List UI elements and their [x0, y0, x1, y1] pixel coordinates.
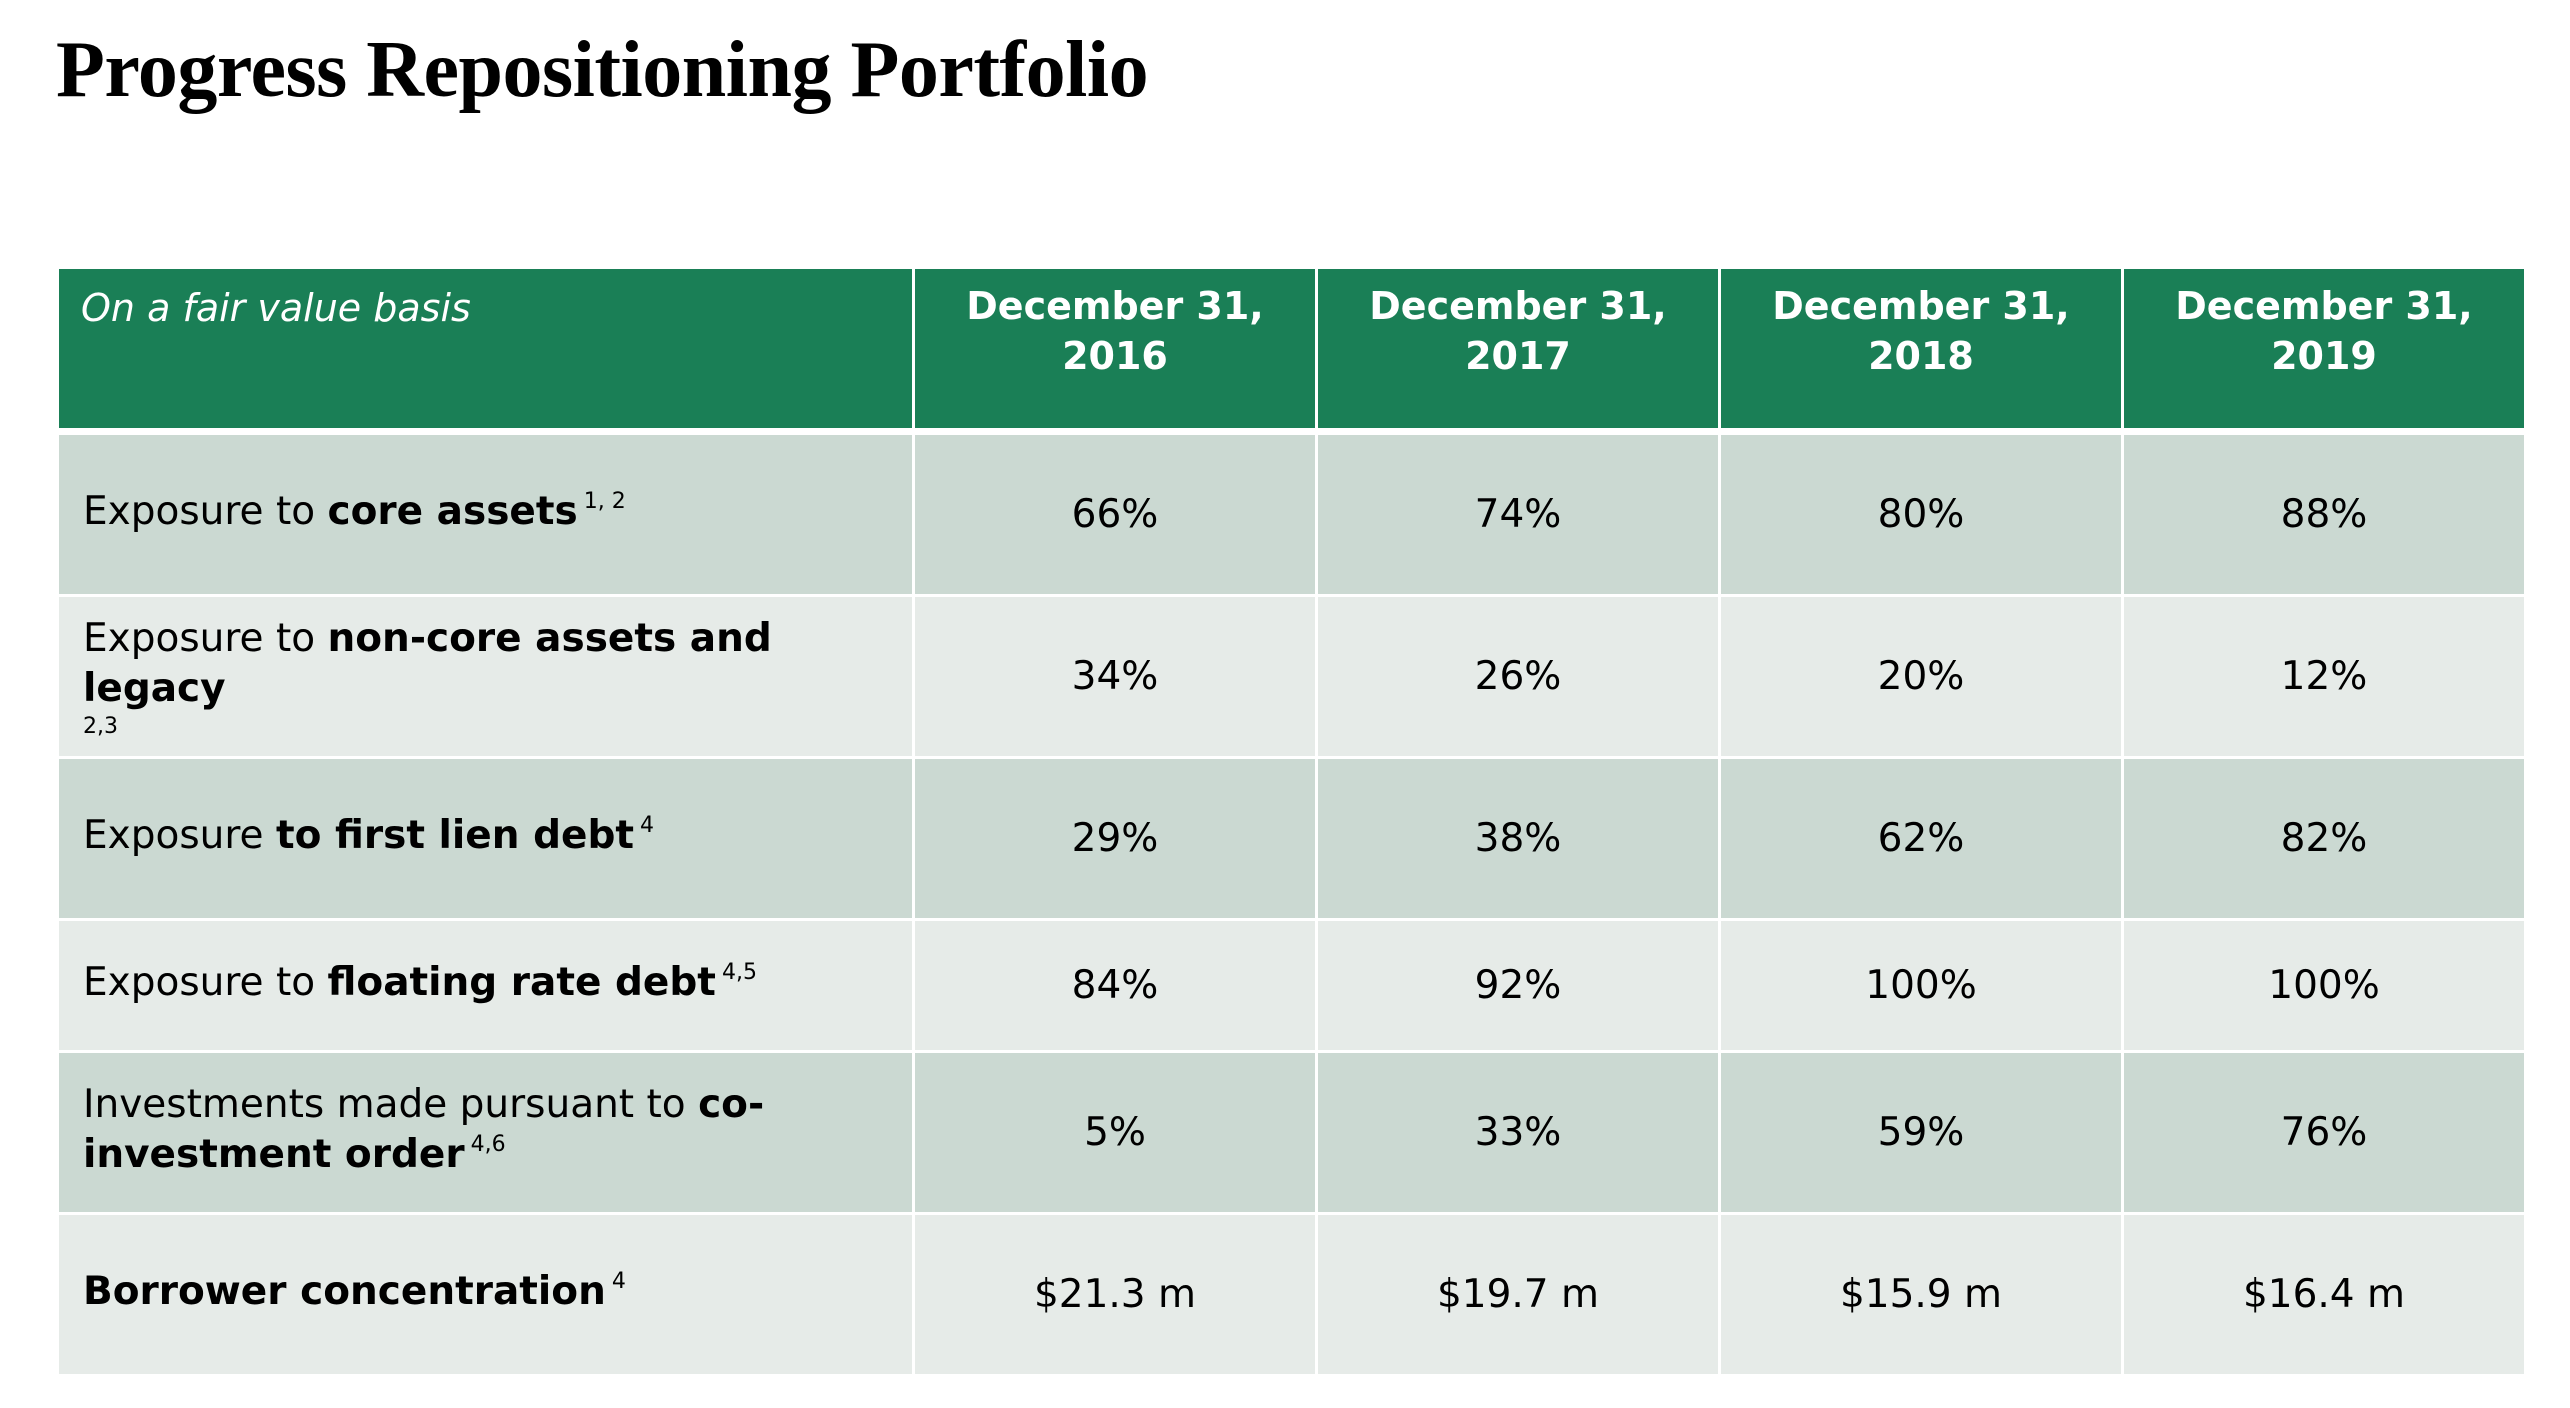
footnote-ref: 1, 2 — [583, 488, 626, 514]
column-header-line1: December 31, — [1772, 284, 2070, 328]
table-header-row: On a fair value basis December 31, 2016 D… — [56, 266, 2527, 431]
column-header-line1: December 31, — [966, 284, 1264, 328]
cell-value: 62% — [1718, 756, 2124, 921]
cell-value: 76% — [2121, 1050, 2527, 1215]
column-header-line1: December 31, — [1369, 284, 1667, 328]
footnote-ref: 4,5 — [721, 959, 757, 985]
column-header-2016: December 31, 2016 — [912, 266, 1318, 431]
cell-value: 12% — [2121, 594, 2527, 759]
row-label-prefix: Exposure to — [83, 615, 328, 661]
cell-value: 82% — [2121, 756, 2527, 921]
row-label-emphasis: Borrower concentration — [83, 1268, 606, 1314]
row-label-prefix: Exposure — [83, 812, 276, 858]
cell-value: 66% — [912, 432, 1318, 597]
cell-value: 26% — [1315, 594, 1721, 759]
row-label-emphasis: non-core assets and legacy — [83, 615, 772, 711]
cell-value: $16.4 m — [2121, 1212, 2527, 1377]
portfolio-table: On a fair value basis December 31, 2016 D… — [56, 266, 2527, 1377]
row-label: Exposure to core assets 1, 2 — [56, 432, 915, 597]
column-header-2019: December 31, 2019 — [2121, 266, 2527, 431]
column-header-line1: December 31, — [2175, 284, 2473, 328]
footnote-ref: 2,3 — [83, 713, 118, 739]
row-label: Exposure to non-core assets and legacy 2,… — [56, 594, 915, 759]
row-label: Exposure to floating rate debt 4,5 — [56, 918, 915, 1053]
row-label-emphasis: to first lien debt — [275, 812, 634, 858]
row-label-emphasis: floating rate debt — [327, 959, 716, 1005]
row-label: Borrower concentration 4 — [56, 1212, 915, 1377]
cell-value: 100% — [1718, 918, 2124, 1053]
table-row-core-assets: Exposure to core assets 1, 2 66% 74% 80% … — [56, 432, 2527, 597]
column-header-2018: December 31, 2018 — [1718, 266, 2124, 431]
row-label-emphasis: investment order — [83, 1131, 465, 1177]
cell-value: 33% — [1315, 1050, 1721, 1215]
cell-value: $15.9 m — [1718, 1212, 2124, 1377]
cell-value: 38% — [1315, 756, 1721, 921]
table-row-first-lien-debt: Exposure to first lien debt 4 29% 38% 62%… — [56, 756, 2527, 921]
label-column-header: On a fair value basis — [56, 266, 915, 431]
row-label-prefix: Exposure to — [83, 488, 328, 534]
cell-value: 92% — [1315, 918, 1721, 1053]
footnote-ref: 4 — [640, 812, 654, 838]
column-header-year: 2019 — [2271, 334, 2377, 378]
cell-value: 20% — [1718, 594, 2124, 759]
cell-value: 74% — [1315, 432, 1721, 597]
footnote-ref: 4,6 — [470, 1131, 506, 1157]
column-header-2017: December 31, 2017 — [1315, 266, 1721, 431]
row-label: Investments made pursuant to co-investme… — [56, 1050, 915, 1215]
row-label-prefix: Exposure to — [83, 959, 328, 1005]
row-label-emphasis: core assets — [327, 488, 578, 534]
table-row-co-investment-order: Investments made pursuant to co-investme… — [56, 1050, 2527, 1215]
row-label: Exposure to first lien debt 4 — [56, 756, 915, 921]
cell-value: 34% — [912, 594, 1318, 759]
cell-value: 84% — [912, 918, 1318, 1053]
column-header-year: 2017 — [1465, 334, 1571, 378]
column-header-year: 2018 — [1868, 334, 1974, 378]
cell-value: 59% — [1718, 1050, 2124, 1215]
cell-value: $19.7 m — [1315, 1212, 1721, 1377]
row-label-emphasis: co- — [698, 1081, 765, 1127]
column-header-year: 2016 — [1062, 334, 1168, 378]
cell-value: 29% — [912, 756, 1318, 921]
cell-value: 80% — [1718, 432, 2124, 597]
cell-value: 5% — [912, 1050, 1318, 1215]
table-row-non-core-assets: Exposure to non-core assets and legacy 2,… — [56, 594, 2527, 759]
page-title: Progress Repositioning Portfolio — [56, 26, 1149, 114]
row-label-prefix: Investments made pursuant to — [83, 1081, 699, 1127]
cell-value: 100% — [2121, 918, 2527, 1053]
table-row-borrower-concentration: Borrower concentration 4 $21.3 m $19.7 m … — [56, 1212, 2527, 1377]
cell-value: $21.3 m — [912, 1212, 1318, 1377]
cell-value: 88% — [2121, 432, 2527, 597]
footnote-ref: 4 — [611, 1268, 626, 1294]
table-row-floating-rate-debt: Exposure to floating rate debt 4,5 84% 92… — [56, 918, 2527, 1053]
